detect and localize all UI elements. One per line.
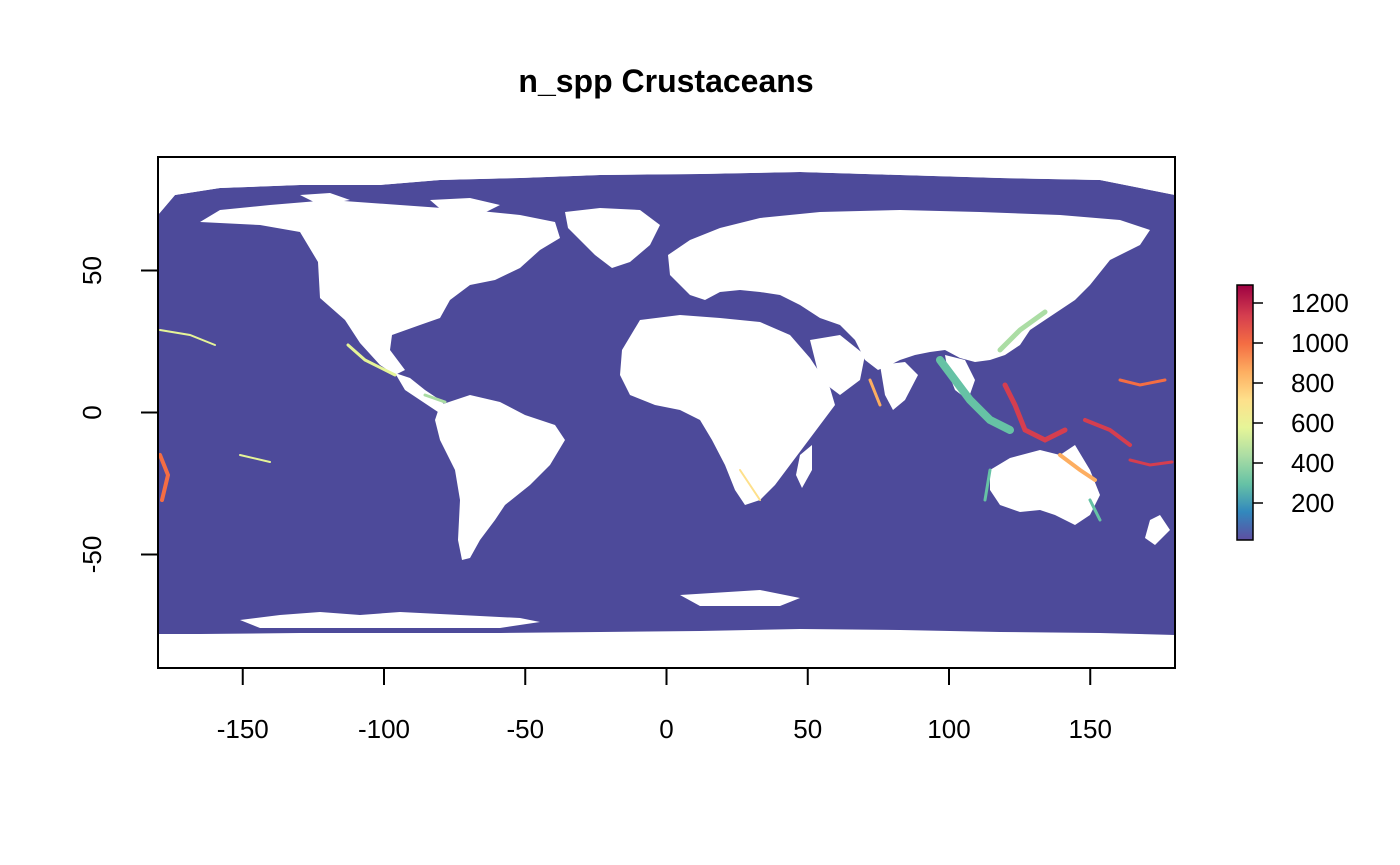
land-arabia [810,335,865,395]
x-tick-label: -100 [358,714,410,744]
x-axis: -150 -100 -50 0 50 100 150 [217,668,1112,744]
land-india [880,362,918,410]
colorbar [1236,284,1254,541]
x-tick-label: 50 [793,714,822,744]
y-tick-label: 0 [77,405,107,419]
x-tick-label: 100 [927,714,970,744]
map-raster [158,157,1175,668]
land-antarctica [158,590,1175,668]
colorbar-tick-label: 800 [1291,368,1334,398]
y-tick-label: 50 [77,256,107,285]
land-africa [620,315,835,505]
colorbar-tick-label: 1000 [1291,328,1349,358]
land-north-america [200,200,560,375]
x-tick-label: -150 [217,714,269,744]
y-axis: -50 0 50 [77,256,158,573]
y-tick-label: -50 [77,536,107,574]
land-top [158,157,1175,215]
colorbar-tick-label: 1200 [1291,288,1349,318]
x-tick-label: 0 [659,714,673,744]
chart-title: n_spp Crustaceans [518,63,813,99]
colorbar-tick-label: 600 [1291,408,1334,438]
land-new-zealand [1145,515,1170,545]
land-se-asia [945,355,975,400]
richness-hotspots [158,309,1174,522]
land-arctic-islands [300,193,500,215]
land-masses [158,157,1175,668]
x-tick-label: 150 [1069,714,1112,744]
colorbar-axis: 200 400 600 800 1000 1200 [1253,288,1349,518]
colorbar-tick-label: 200 [1291,488,1334,518]
land-eurasia [668,210,1150,370]
land-greenland [565,208,660,268]
land-south-america [435,395,565,560]
land-madagascar [796,445,812,488]
colorbar-tick-label: 400 [1291,448,1334,478]
x-tick-label: -50 [506,714,544,744]
land-central-america [395,373,450,412]
